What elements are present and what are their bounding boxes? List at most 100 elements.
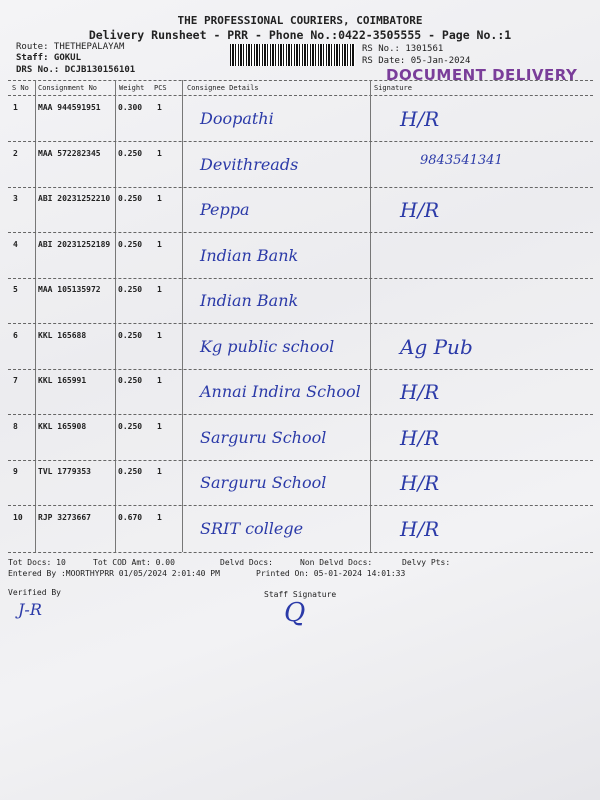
staff-signature: Q	[284, 598, 306, 628]
column-line	[115, 80, 116, 552]
entered-by: Entered By :MOORTHYPRR 01/05/2024 2:01:4…	[8, 569, 220, 578]
pcs-cell: 1	[157, 285, 162, 294]
row-divider	[8, 459, 593, 461]
sno-cell: 2	[13, 148, 18, 158]
recipient-signature: H/R	[400, 380, 440, 404]
table-row: 4 ABI 20231252189 0.250 1 Indian Bank	[0, 234, 600, 279]
consignee-handwriting: Sarguru School	[200, 427, 327, 447]
consignment-cell: MAA 105135972	[38, 285, 101, 294]
table-row: 10 RJP 3273667 0.670 1 SRIT college H/R	[0, 507, 600, 552]
weight-cell: 0.250	[118, 148, 143, 158]
consignee-handwriting: SRIT college	[200, 518, 304, 538]
weight-cell: 0.250	[118, 194, 143, 203]
rs-date: RS Date: 05-Jan-2024	[362, 56, 471, 66]
weight-cell: 0.250	[118, 376, 143, 385]
pcs-cell: 1	[157, 239, 162, 249]
consignment-cell: KKL 165991	[38, 376, 87, 385]
tot-docs: Tot Docs: 10	[8, 558, 66, 567]
consignment-cell: MAA 944591951	[38, 103, 101, 112]
consignee-handwriting: Sarguru School	[200, 473, 327, 492]
row-divider	[8, 505, 593, 506]
table-row: 5 MAA 105135972 0.250 1 Indian Bank	[0, 279, 600, 324]
row-divider	[8, 323, 593, 324]
consignee-handwriting: Indian Bank	[200, 245, 299, 265]
table-row: 7 KKL 165991 0.250 1 Annai Indira School H/R	[0, 370, 600, 415]
divider	[8, 95, 593, 96]
pcs-cell: 1	[157, 467, 162, 476]
table-row: 8 KKL 165908 0.250 1 Sarguru School H/R	[0, 416, 600, 461]
row-divider	[8, 186, 593, 188]
pcs-cell: 1	[157, 330, 162, 340]
pcs-cell: 1	[157, 421, 162, 431]
consignee-handwriting: Doopathi	[200, 109, 274, 128]
recipient-signature: H/R	[400, 516, 440, 541]
weight-cell: 0.250	[118, 467, 143, 476]
staff: Staff: GOKUL	[16, 53, 82, 63]
weight-cell: 0.250	[118, 285, 143, 294]
col-pcs: PCS	[154, 84, 167, 92]
sno-cell: 9	[13, 467, 18, 476]
pcs-cell: 1	[157, 376, 162, 385]
verified-signature: J-R	[18, 600, 42, 619]
runsheet-subtitle: Delivery Runsheet - PRR - Phone No.:0422…	[88, 28, 512, 42]
divider	[8, 552, 593, 553]
sno-cell: 7	[13, 376, 18, 385]
sno-cell: 8	[13, 421, 18, 431]
col-signature: Signature	[374, 84, 412, 92]
pcs-cell: 1	[157, 512, 162, 522]
divider	[8, 80, 593, 81]
printed-on: Printed On: 05-01-2024 14:01:33	[256, 569, 406, 578]
row-divider	[8, 277, 593, 279]
delvy-pts: Delvy Pts:	[402, 558, 451, 567]
sno-cell: 10	[13, 512, 23, 522]
recipient-signature: H/R	[400, 107, 440, 131]
recipient-signature: Ag Pub	[400, 334, 473, 359]
table-row: 2 MAA 572282345 0.250 1 Devithreads 984354134…	[0, 143, 600, 188]
non-delvd-docs: Non Delvd Docs:	[300, 558, 373, 567]
row-divider	[8, 368, 593, 370]
staff-signature-label: Staff Signature	[264, 590, 337, 599]
consignment-cell: MAA 572282345	[38, 148, 101, 158]
pcs-cell: 1	[157, 194, 162, 203]
drs-no: DRS No.: DCJB130156101	[16, 65, 136, 75]
table-row: 6 KKL 165688 0.250 1 Kg public school Ag Pub	[0, 325, 600, 370]
recipient-signature: H/R	[400, 198, 440, 222]
weight-cell: 0.250	[118, 330, 143, 340]
pcs-cell: 1	[157, 103, 162, 112]
col-weight: Weight	[119, 84, 145, 92]
tot-cod: Tot COD Amt: 0.00	[93, 558, 175, 567]
row-divider	[8, 141, 593, 142]
table-row: 9 TVL 1779353 0.250 1 Sarguru School H/R	[0, 461, 600, 506]
consignee-handwriting: Indian Bank	[200, 291, 299, 310]
company-title: THE PROFESSIONAL COURIERS, COIMBATORE	[177, 14, 423, 27]
recipient-signature: H/R	[400, 425, 440, 450]
weight-cell: 0.670	[118, 512, 143, 522]
consignee-handwriting: Annai Indira School	[200, 382, 361, 401]
column-line	[370, 80, 371, 552]
consignment-cell: KKL 165908	[38, 421, 87, 431]
sno-cell: 3	[13, 194, 18, 203]
delvd-docs: Delvd Docs:	[220, 558, 273, 567]
route: Route: THETHEPALAYAM	[16, 42, 125, 52]
row-divider	[8, 232, 593, 233]
consignee-handwriting: Devithreads	[200, 154, 299, 174]
sno-cell: 6	[13, 330, 18, 340]
weight-cell: 0.250	[118, 239, 143, 249]
verified-by-label: Verified By	[8, 588, 61, 597]
sno-cell: 5	[13, 285, 18, 294]
consignment-cell: KKL 165688	[38, 330, 87, 340]
consignee-handwriting: Peppa	[200, 200, 250, 219]
col-sno: S No	[12, 84, 29, 92]
table-row: 3 ABI 20231252210 0.250 1 Peppa H/R	[0, 188, 600, 233]
consignment-cell: RJP 3273667	[38, 512, 91, 522]
consignment-cell: TVL 1779353	[38, 467, 91, 476]
column-line	[182, 80, 183, 552]
rs-no: RS No.: 1301561	[362, 44, 444, 54]
column-line	[35, 80, 36, 552]
weight-cell: 0.250	[118, 421, 143, 431]
recipient-signature: H/R	[400, 471, 440, 495]
recipient-signature: 9843541341	[420, 152, 503, 168]
col-consignment: Consignment No	[38, 84, 98, 92]
weight-cell: 0.300	[118, 103, 143, 112]
